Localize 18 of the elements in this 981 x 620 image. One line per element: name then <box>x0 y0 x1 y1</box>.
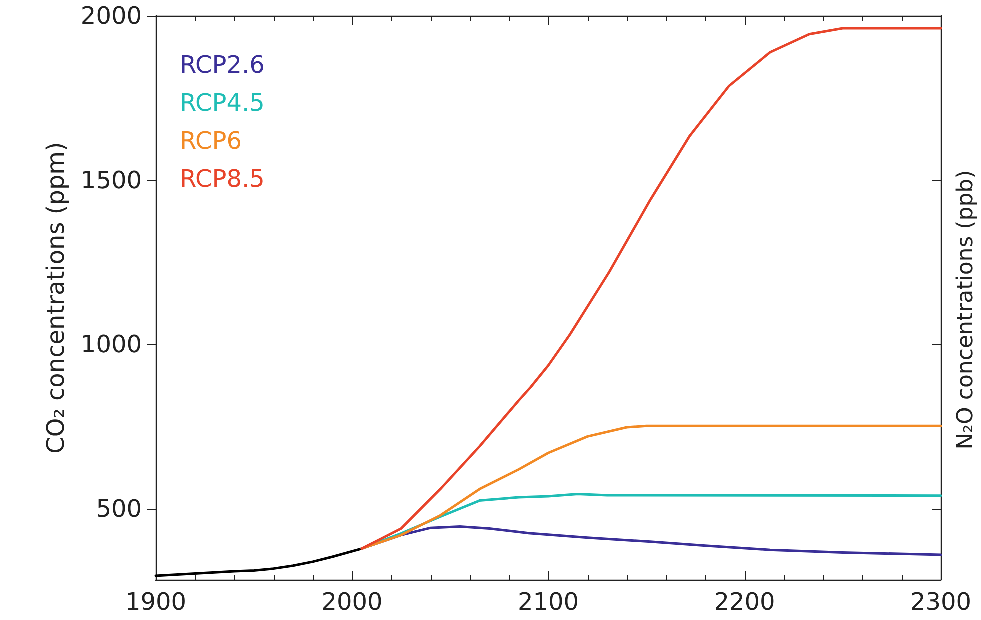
text: N₂O concentrations (ppb) <box>954 170 978 450</box>
line-series <box>154 548 364 578</box>
x-tick-label: 2200 <box>714 588 776 616</box>
text: RCP2.6 <box>180 51 265 79</box>
x-tick-label: 2100 <box>518 588 580 616</box>
y-tick-label: 2000 <box>80 2 142 30</box>
y-tick-label: 500 <box>96 495 142 524</box>
x-tick-label: 2000 <box>322 588 383 616</box>
text: RCP8.5 <box>180 165 265 193</box>
x-tick-label: 2300 <box>910 588 972 616</box>
x-tick-label: 1900 <box>125 588 187 616</box>
text: RCP6 <box>180 127 242 155</box>
y-tick-label: 1000 <box>80 330 142 359</box>
line-series <box>360 424 942 550</box>
y-tick-label: 1500 <box>80 166 142 194</box>
text: RCP4.5 <box>180 89 265 117</box>
y-axis-title: CO₂ concentrations (ppm) <box>42 142 70 454</box>
line-series <box>360 27 942 550</box>
